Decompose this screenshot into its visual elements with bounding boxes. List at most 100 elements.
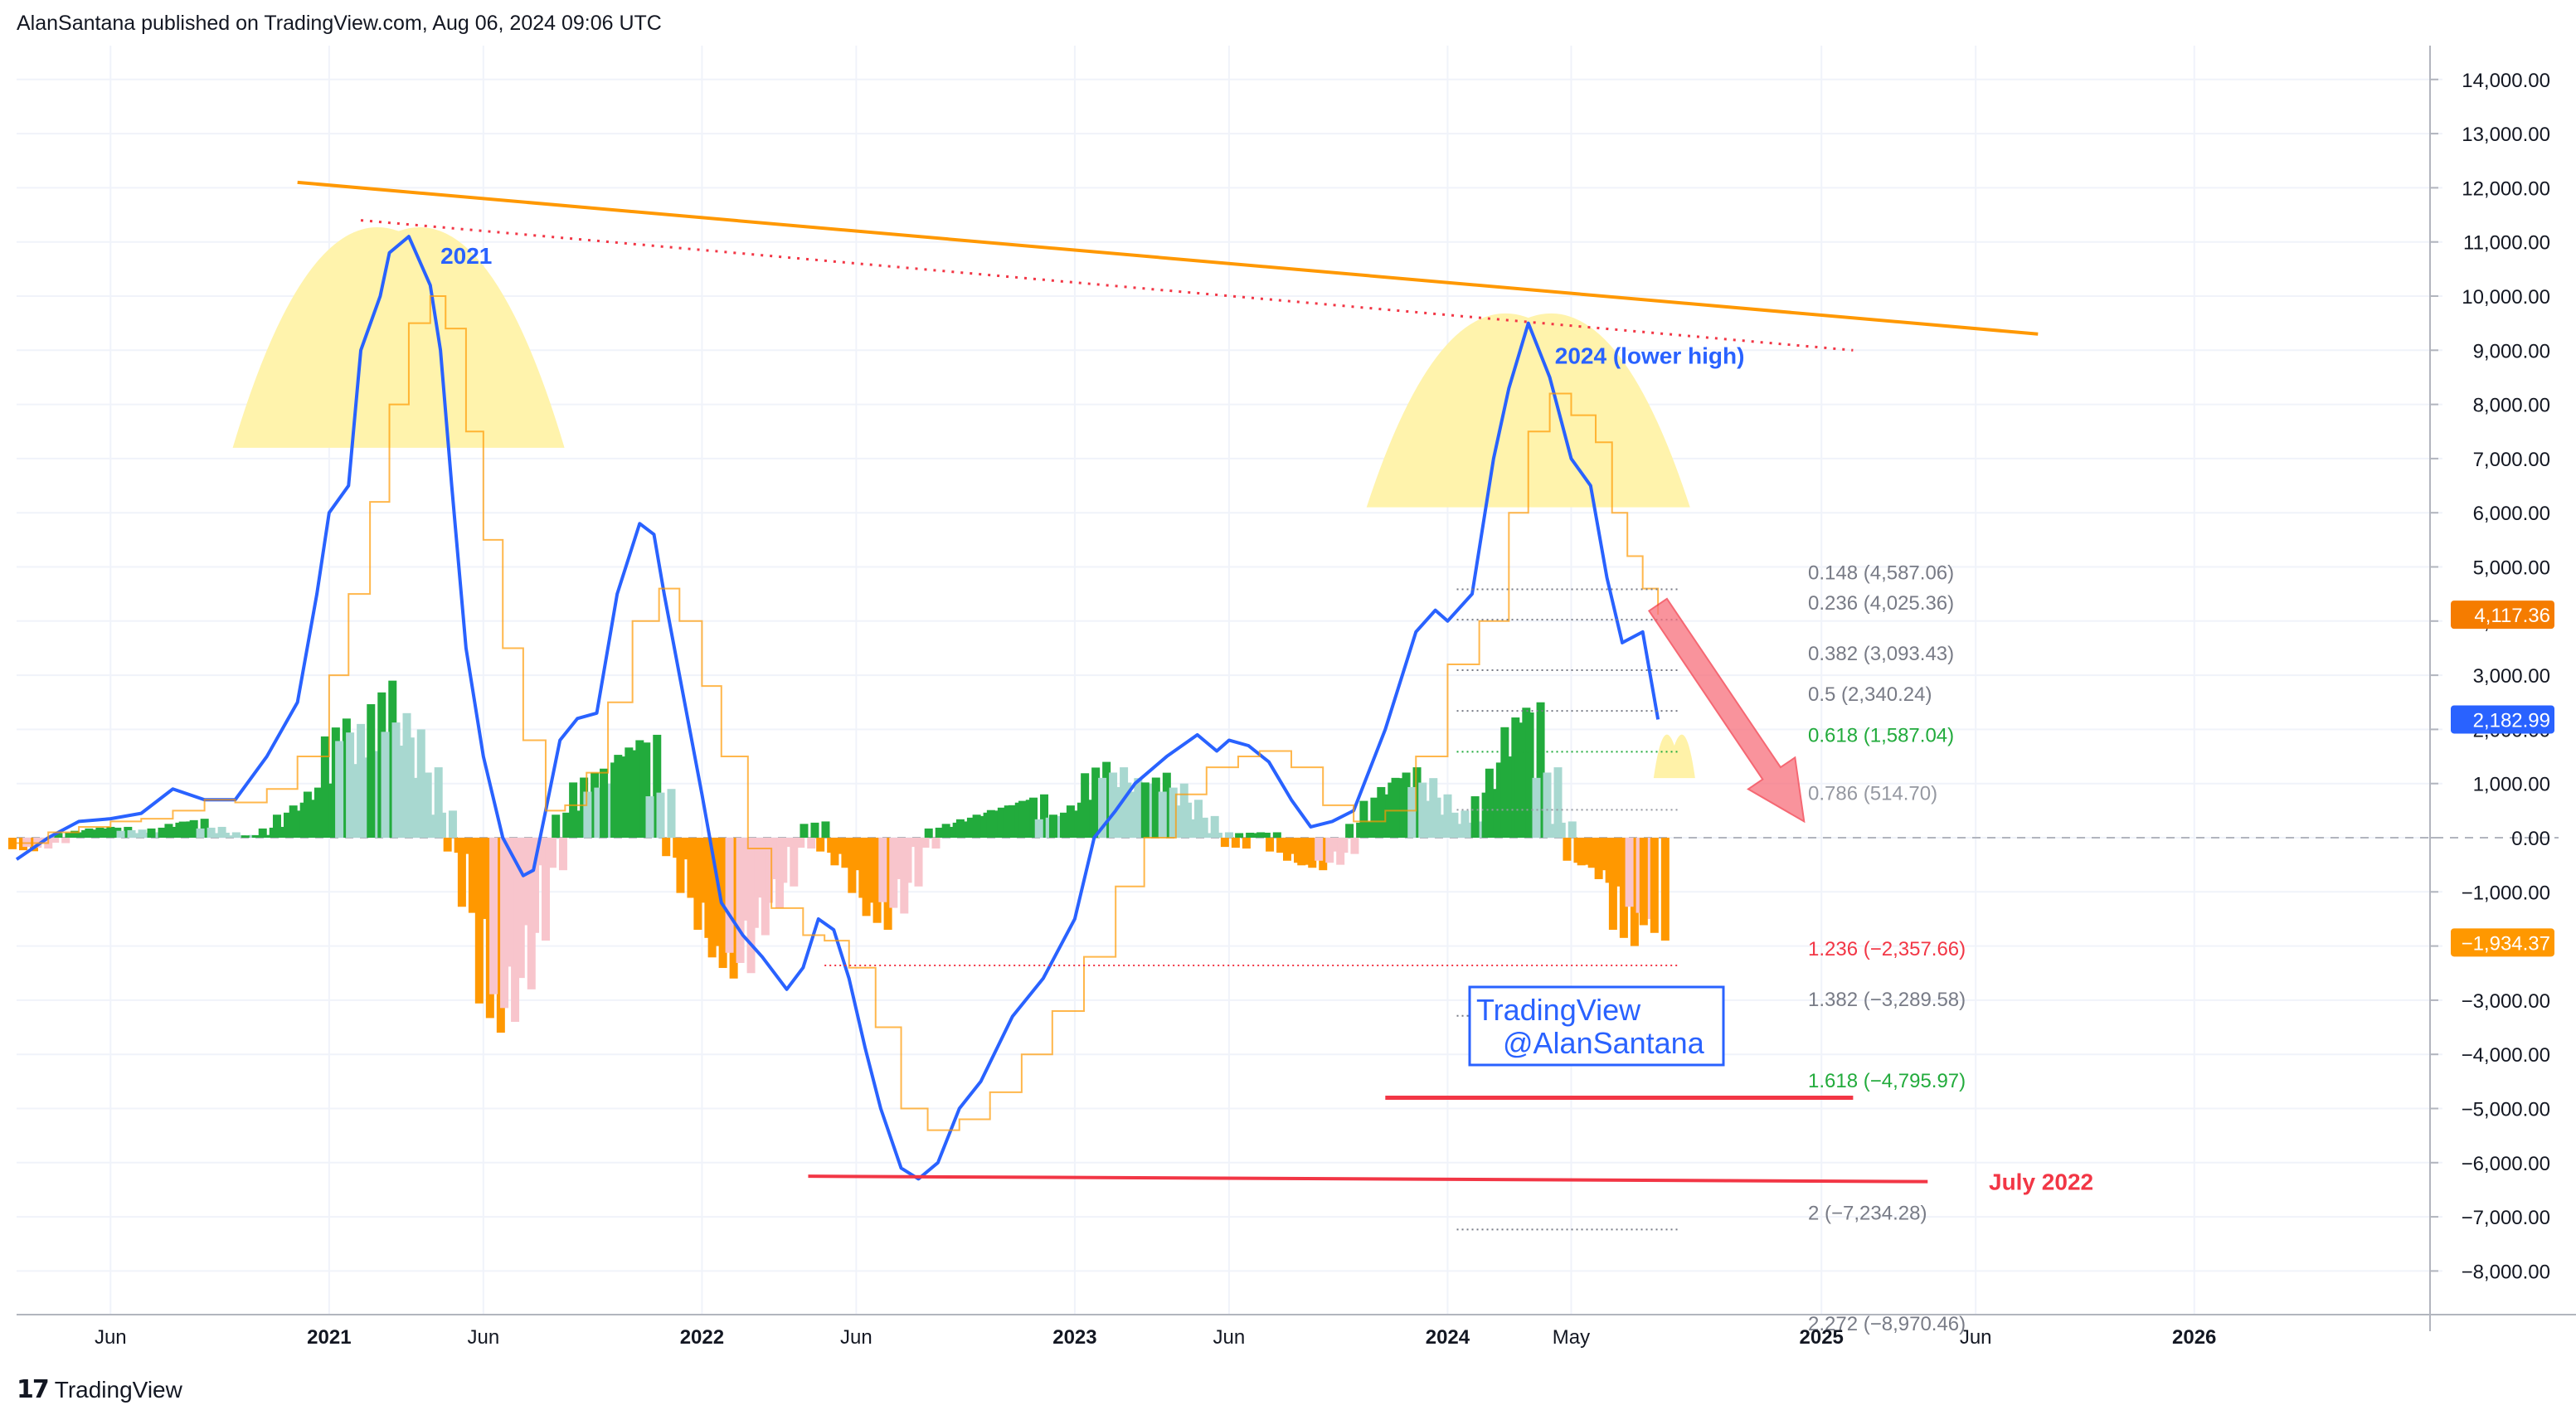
hist-bar bbox=[1470, 796, 1480, 838]
hist-bar bbox=[65, 832, 74, 838]
hist-bar bbox=[921, 838, 930, 848]
hist-bar bbox=[810, 822, 819, 838]
hist-bar bbox=[1391, 777, 1400, 838]
hist-bar bbox=[653, 734, 662, 838]
y-tick-label: 5,000.00 bbox=[2473, 557, 2550, 580]
hist-bar bbox=[207, 827, 216, 838]
hist-bar bbox=[1048, 814, 1057, 838]
hist-bar bbox=[1407, 786, 1417, 838]
hist-bar bbox=[1287, 838, 1296, 854]
price-tag bbox=[2451, 928, 2554, 957]
hist-bar bbox=[1598, 838, 1607, 871]
hist-bar bbox=[725, 838, 734, 953]
hist-bar bbox=[697, 838, 707, 903]
y-tick-label: −6,000.00 bbox=[2462, 1153, 2550, 1175]
hist-bar bbox=[997, 807, 1006, 838]
macd-lines bbox=[15, 235, 1660, 1181]
hist-bar bbox=[1034, 819, 1043, 838]
hist-bar bbox=[1422, 800, 1431, 838]
hist-bar bbox=[693, 838, 702, 931]
hist-bar bbox=[600, 768, 609, 838]
hist-bar bbox=[1112, 786, 1121, 838]
price-tag bbox=[2451, 600, 2554, 630]
fib-label-0.382: 0.382 (3,093.43) bbox=[1808, 643, 1954, 665]
hist-bar bbox=[479, 838, 488, 919]
hist-bar bbox=[667, 789, 676, 838]
x-tick-label: 2026 bbox=[2172, 1326, 2216, 1349]
hist-bar bbox=[241, 835, 250, 838]
hist-bar bbox=[1315, 838, 1324, 861]
hist-bar bbox=[1608, 838, 1617, 931]
hist-bar bbox=[1594, 838, 1603, 879]
hist-bar bbox=[754, 838, 763, 898]
fib-label-1.618: 1.618 (−4,795.97) bbox=[1808, 1070, 1966, 1092]
hist-bar bbox=[830, 838, 839, 866]
hist-bar bbox=[931, 838, 940, 849]
hist-bar bbox=[687, 838, 696, 898]
hist-bar bbox=[662, 838, 671, 857]
hist-bar bbox=[1639, 838, 1648, 926]
hist-bar bbox=[1412, 767, 1422, 838]
hist-bar bbox=[138, 829, 147, 838]
price-tag bbox=[2451, 705, 2554, 734]
hist-bar bbox=[972, 814, 981, 838]
hist-bar bbox=[1173, 805, 1181, 838]
hist-bar bbox=[635, 740, 644, 838]
hist-bar bbox=[1224, 832, 1233, 838]
hist-bar bbox=[583, 791, 592, 838]
hist-bar bbox=[903, 838, 912, 883]
hist-bar bbox=[1377, 786, 1386, 838]
hist-bar bbox=[75, 832, 85, 838]
hist-bar bbox=[986, 810, 995, 838]
support-july-2022-line bbox=[808, 1174, 1928, 1184]
hist-bar bbox=[1402, 772, 1411, 838]
hist-bar bbox=[303, 791, 312, 838]
hist-bar bbox=[51, 838, 60, 844]
hist-bar bbox=[1184, 802, 1192, 838]
hist-bar bbox=[552, 814, 561, 838]
y-tick-label: 6,000.00 bbox=[2473, 503, 2550, 525]
x-tick-label: Jun bbox=[467, 1326, 499, 1349]
x-tick-label: Jun bbox=[1213, 1326, 1246, 1349]
peak-highlight-2024 bbox=[1366, 313, 1690, 508]
y-tick-label: 11,000.00 bbox=[2463, 232, 2550, 255]
hist-bar bbox=[1563, 838, 1572, 861]
hist-bar bbox=[54, 833, 63, 838]
y-tick-label: −3,000.00 bbox=[2462, 990, 2550, 1013]
hist-bar bbox=[821, 821, 830, 838]
hist-bar bbox=[85, 828, 94, 838]
hist-bar bbox=[217, 826, 226, 838]
hist-bar bbox=[147, 828, 156, 838]
hist-bar bbox=[924, 828, 933, 838]
hist-bar bbox=[1464, 822, 1473, 838]
hist-bar bbox=[1557, 822, 1566, 838]
tradingview-logo[interactable]: 𝟭𝟳 TradingView bbox=[17, 1375, 182, 1404]
hist-bar bbox=[412, 777, 421, 838]
dotted-resistance-line bbox=[360, 219, 1854, 352]
hist-bar bbox=[8, 838, 17, 849]
hist-bar bbox=[95, 827, 104, 838]
hist-bar bbox=[1297, 838, 1306, 866]
hist-bar bbox=[258, 828, 267, 838]
hist-bar bbox=[1162, 772, 1171, 838]
y-tick-label: 3,000.00 bbox=[2473, 665, 2550, 688]
watermark-line2: @AlanSantana bbox=[1503, 1026, 1705, 1060]
hist-bar bbox=[935, 827, 944, 838]
hist-bar bbox=[569, 782, 578, 838]
hist-bar bbox=[1532, 777, 1541, 838]
macd-histogram bbox=[8, 680, 1670, 1033]
hist-bar bbox=[573, 810, 582, 838]
hist-bar bbox=[605, 783, 614, 838]
hist-bar bbox=[127, 829, 136, 838]
small-highlight bbox=[1653, 734, 1695, 779]
hist-bar bbox=[807, 838, 816, 849]
y-tick-label: 7,000.00 bbox=[2473, 449, 2550, 471]
hist-bar bbox=[941, 824, 950, 838]
label-july-2022: July 2022 bbox=[1989, 1169, 2093, 1194]
hist-bar bbox=[625, 747, 634, 838]
hist-bar bbox=[320, 736, 329, 838]
hist-bar bbox=[457, 838, 466, 907]
y-tick-label: −1,000.00 bbox=[2462, 882, 2550, 904]
hist-bar bbox=[164, 824, 173, 838]
